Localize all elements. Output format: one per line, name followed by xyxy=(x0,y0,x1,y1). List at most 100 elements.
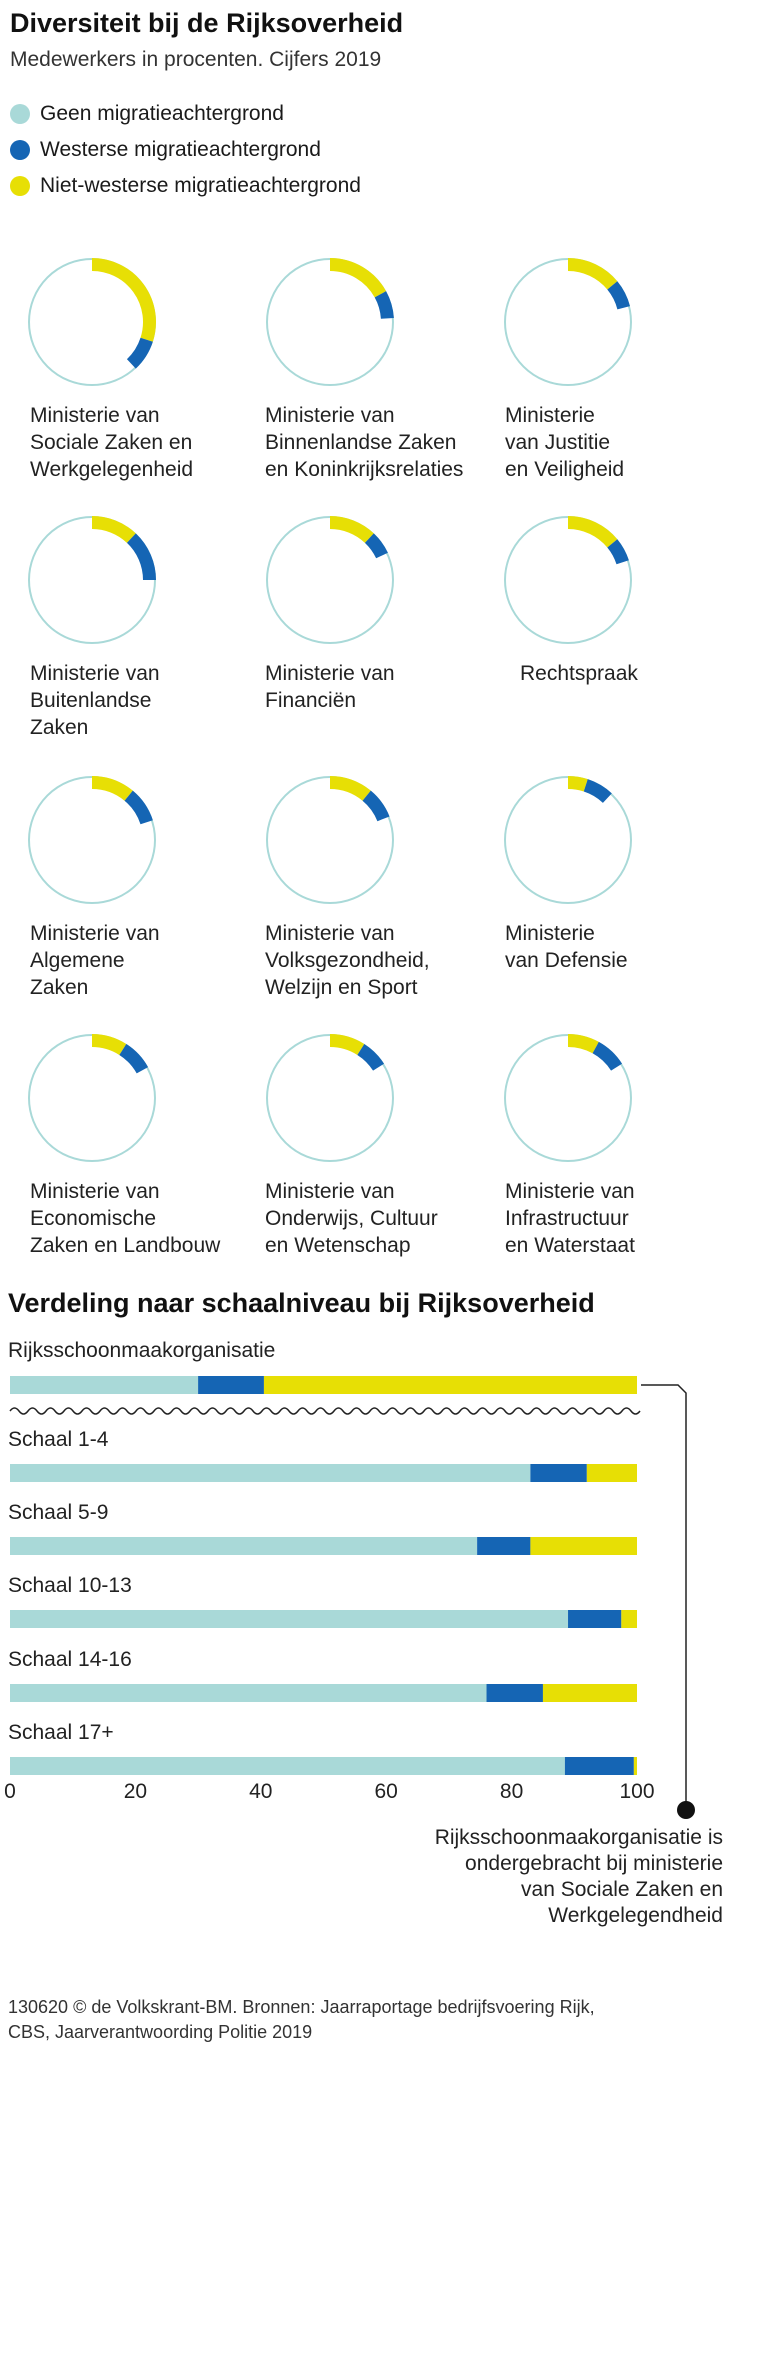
note-line: van Sociale Zaken en xyxy=(521,1878,723,1901)
bar-segment-geen xyxy=(10,1376,199,1394)
donut-westerse-arc xyxy=(364,533,388,559)
x-tick-label: 80 xyxy=(499,1780,524,1803)
bar-segment-niet-westerse xyxy=(586,1464,637,1482)
bar-segment-niet-westerse xyxy=(263,1376,637,1394)
donut-label-line: Zaken xyxy=(30,716,89,739)
donut-label-line: van Defensie xyxy=(505,949,628,972)
donut-label-line: Ministerie van xyxy=(265,404,395,427)
bar-category-label: Schaal 5-9 xyxy=(8,1501,109,1524)
bar-segment-westerse xyxy=(564,1757,634,1775)
legend-item-westerse: Westerse migratieachtergrond xyxy=(10,132,361,168)
donut-label: Ministerie van Infrastructuur en Waterstaa… xyxy=(505,1178,745,1259)
donut-westerse-arc xyxy=(124,790,153,825)
donut-niet-westerse-arc xyxy=(329,776,371,801)
donut-label: Ministerie van Onderwijs, Cultuur en Weten… xyxy=(265,1178,505,1259)
donut-westerse-arc xyxy=(607,539,629,565)
donut-label-line: Algemene xyxy=(30,949,125,972)
donut-westerse-arc xyxy=(607,281,630,310)
donut-label-line: Zaken xyxy=(30,976,89,999)
donut-label-line: Sociale Zaken en xyxy=(30,431,193,454)
bar-category-label: Schaal 17+ xyxy=(8,1721,114,1744)
bar-chart-title: Verdeling naar schaalniveau bij Rijksove… xyxy=(8,1288,595,1318)
x-tick-label: 60 xyxy=(374,1780,398,1803)
legend-swatch-niet-westerse xyxy=(10,176,30,196)
donut-label-line: Ministerie van xyxy=(505,1180,635,1203)
donut-label: Ministerie van Defensie xyxy=(505,920,745,974)
donut-label: Ministerie van Justitie en Veiligheid xyxy=(505,402,745,483)
axis-break-line xyxy=(9,1407,641,1415)
donut-label-line: Rechtspraak xyxy=(520,662,638,685)
legend-item-geen: Geen migratieachtergrond xyxy=(10,96,361,132)
donut-label-line: Volksgezondheid, xyxy=(265,949,430,972)
donut-label-line: en Waterstaat xyxy=(505,1234,635,1257)
donut-label: Rechtspraak xyxy=(520,660,760,687)
donut-label-line: Ministerie van xyxy=(265,1180,395,1203)
donut-niet-westerse-arc xyxy=(329,1034,365,1056)
donut-label-line: Economische xyxy=(30,1207,157,1230)
donut-label-line: Onderwijs, Cultuur xyxy=(265,1207,438,1230)
bar-segment-westerse xyxy=(477,1537,531,1555)
note-line: Werkgelegendheid xyxy=(548,1904,723,1927)
donut-label: Ministerie van Algemene Zaken xyxy=(30,920,270,1001)
footer-line: CBS, Jaarverantwoording Politie 2019 xyxy=(8,2022,313,2042)
donut-westerse-arc xyxy=(592,1041,623,1071)
donut-label-line: Ministerie xyxy=(505,922,595,945)
donut-geen-ring xyxy=(266,1034,394,1162)
donut-label: Ministerie van Financiën xyxy=(265,660,505,714)
legend-swatch-geen xyxy=(10,104,30,124)
donut-label-line: Infrastructuur xyxy=(505,1207,629,1230)
donut-westerse-arc xyxy=(119,1043,149,1074)
donut-label-line: Welzijn en Sport xyxy=(265,976,418,999)
donut-label-line: Ministerie van xyxy=(30,404,160,427)
annotation-dot xyxy=(677,1801,695,1819)
bar-segment-geen xyxy=(10,1684,487,1702)
bar-segment-niet-westerse xyxy=(542,1684,637,1702)
donut-niet-westerse-arc xyxy=(329,516,374,544)
donut-label-line: en Veiligheid xyxy=(505,458,625,481)
x-tick-label: 0 xyxy=(4,1780,16,1803)
note-line: ondergebracht bij ministerie xyxy=(465,1852,723,1875)
donut-niet-westerse-arc xyxy=(91,1034,127,1056)
footer-credits: 130620 © de Volkskrant-BM. Bronnen: Jaar… xyxy=(8,1995,728,2045)
donut-label-line: Ministerie van xyxy=(30,922,160,945)
donut-label-line: Ministerie van xyxy=(265,922,395,945)
donut-label-line: en Koninkrijksrelaties xyxy=(265,458,464,481)
bar-category-label: Rijksschoonmaakorganisatie xyxy=(8,1339,276,1362)
donut-westerse-arc xyxy=(126,533,156,581)
bar-segment-geen xyxy=(10,1464,531,1482)
donut-label-line: Ministerie van xyxy=(30,662,160,685)
bar-segment-geen xyxy=(10,1757,565,1775)
donut-label-line: Werkgelegenheid xyxy=(30,458,194,481)
legend-label-niet-westerse: Niet-westerse migratieachtergrond xyxy=(40,174,361,197)
donut-westerse-arc xyxy=(357,1043,385,1071)
donut-niet-westerse-arc xyxy=(567,776,588,792)
note-line: Rijksschoonmaakorganisatie is xyxy=(434,1826,723,1849)
donut-label-line: en Wetenschap xyxy=(265,1234,411,1257)
bar-segment-westerse xyxy=(568,1610,622,1628)
bar-segment-westerse xyxy=(530,1464,587,1482)
donut-label-line: Zaken en Landbouw xyxy=(30,1234,221,1257)
bar-segment-niet-westerse xyxy=(621,1610,637,1628)
donut-label: Ministerie van Economische Zaken en Landbo… xyxy=(30,1178,270,1259)
bar-segment-niet-westerse xyxy=(633,1757,637,1775)
donut-niet-westerse-arc xyxy=(567,258,618,290)
x-tick-label: 100 xyxy=(619,1780,655,1803)
donut-label-line: Ministerie van xyxy=(265,662,395,685)
donut-niet-westerse-arc xyxy=(567,1034,599,1054)
donut-niet-westerse-arc xyxy=(567,516,618,548)
bar-category-label: Schaal 1-4 xyxy=(8,1428,109,1451)
donut-niet-westerse-arc xyxy=(91,258,156,342)
donut-label-line: Ministerie xyxy=(505,404,595,427)
annotation-connector xyxy=(641,1384,687,1808)
page-subtitle: Medewerkers in procenten. Cijfers 2019 xyxy=(10,48,382,71)
donut-niet-westerse-arc xyxy=(91,776,133,801)
donut-label-line: van Justitie xyxy=(505,431,611,454)
bar-category-label: Schaal 10-13 xyxy=(8,1574,132,1597)
donut-label: Ministerie van Volksgezondheid, Welzijn en… xyxy=(265,920,505,1001)
donut-niet-westerse-arc xyxy=(329,258,387,298)
bar-category-label: Schaal 14-16 xyxy=(8,1648,132,1671)
legend: Geen migratieachtergrond Westerse migrat… xyxy=(10,96,361,204)
x-tick-label: 20 xyxy=(123,1780,148,1803)
bar-segment-geen xyxy=(10,1610,569,1628)
legend-label-geen: Geen migratieachtergrond xyxy=(40,102,284,125)
